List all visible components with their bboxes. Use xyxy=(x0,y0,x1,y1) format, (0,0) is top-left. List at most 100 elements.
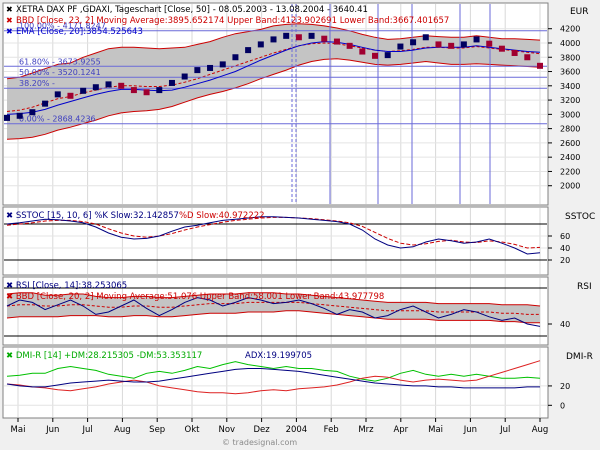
legend-cross-icon: ✖ xyxy=(6,16,13,25)
price-mark xyxy=(321,35,328,42)
price-mark xyxy=(29,109,36,116)
legend-cross-icon: ✖ xyxy=(6,5,13,14)
price-mark xyxy=(156,87,163,94)
price-mark xyxy=(283,32,290,39)
y-tick-label: 3800 xyxy=(560,53,580,62)
price-mark xyxy=(219,61,226,68)
price-mark xyxy=(80,87,87,94)
y-tick-label: 40 xyxy=(560,244,570,253)
price-mark xyxy=(4,114,10,121)
x-tick-label: Jun xyxy=(463,425,477,435)
x-tick-label: 2004 xyxy=(286,425,308,435)
legend-cross-icon: ✖ xyxy=(6,27,13,36)
unit-label-price: EUR xyxy=(570,7,589,17)
fib-label: 50.00% - 3520.1241 xyxy=(19,68,101,77)
y-tick-label: 2800 xyxy=(560,125,580,134)
legend-sstoc-line: ✖ SSTOC [15, 10, 6] %K Slow:32.142857 xyxy=(6,211,179,221)
y-tick-label: 2200 xyxy=(560,167,580,176)
price-mark xyxy=(346,42,353,49)
rsi-lower-band xyxy=(6,310,540,324)
adx-line xyxy=(6,368,540,389)
price-mark xyxy=(422,34,429,41)
price-mark xyxy=(194,67,201,74)
price-mark xyxy=(511,49,518,56)
sstoc-d-line xyxy=(6,216,541,249)
price-mark xyxy=(384,52,391,59)
legend-sstoc-line: %D Slow:40.972222 xyxy=(179,211,265,221)
price-mark xyxy=(270,36,277,43)
y-tick-label: 3200 xyxy=(560,96,580,105)
y-tick-label: 20 xyxy=(560,382,570,391)
price-mark xyxy=(460,41,467,48)
y-tick-label: 2600 xyxy=(560,139,580,148)
bollinger-band-fill xyxy=(7,23,540,140)
x-tick-label: Feb xyxy=(324,425,339,435)
panel-frame-4 xyxy=(2,346,549,419)
price-mark xyxy=(67,92,74,99)
legend-dmi-line: ✖ DMI-R [14] +DM:28.215305 -DM:53.353117 xyxy=(6,351,202,361)
y-tick-label: 2000 xyxy=(560,182,580,191)
y-tick-label: 60 xyxy=(560,232,570,241)
fib-label: 38.20% - xyxy=(19,79,55,88)
price-mark xyxy=(308,32,315,39)
watermark: © tradesignal.com xyxy=(222,438,297,447)
x-tick-label: Sep xyxy=(149,425,165,435)
price-mark xyxy=(257,41,264,48)
legend-main-line: XETRA DAX PF ,GDAXI, Tageschart [Close, … xyxy=(16,5,368,15)
unit-label-dmi: DMI-R xyxy=(566,352,593,362)
price-mark xyxy=(473,36,480,43)
price-mark xyxy=(54,91,61,98)
price-mark xyxy=(295,34,302,41)
price-mark xyxy=(130,87,137,94)
unit-label-rsi: RSI xyxy=(577,282,592,292)
price-mark xyxy=(105,81,112,88)
x-tick-label: Mrz xyxy=(358,425,374,435)
price-mark xyxy=(498,45,505,52)
price-mark xyxy=(181,73,188,80)
legend-rsi-line: ✖ RSI [Close, 14]:38.253065 xyxy=(6,281,127,291)
unit-label-sstoc: SSTOC xyxy=(565,212,595,222)
x-tick-label: Apr xyxy=(393,425,408,435)
price-mark xyxy=(245,47,252,54)
price-mark xyxy=(448,42,455,49)
upper-band-line xyxy=(6,23,541,80)
price-mark xyxy=(143,89,150,96)
rsi-line xyxy=(6,297,541,327)
rsi-moving-average xyxy=(6,301,540,315)
legend-main-line: BBD [Close, 23, 2] Moving Average:3895.6… xyxy=(16,16,449,26)
price-mark xyxy=(524,54,531,61)
dmi-plus-line xyxy=(6,361,541,382)
y-tick-label: 4000 xyxy=(560,39,580,48)
fib-label: 100.00% - 4171.8247 xyxy=(19,22,106,31)
legend-main-line: EMA [Close, 20]:3854.525643 xyxy=(16,27,143,37)
x-tick-label: Aug xyxy=(114,425,131,435)
x-tick-label: Nov xyxy=(219,425,236,435)
x-tick-label: Mai xyxy=(11,425,26,435)
y-tick-label: 3000 xyxy=(560,110,580,119)
y-tick-label: 20 xyxy=(560,256,570,265)
fib-label: 0.00% - 2868.4236 xyxy=(19,115,96,124)
y-tick-label: 40 xyxy=(560,320,570,329)
x-tick-label: Jun xyxy=(45,425,59,435)
y-tick-label: 2400 xyxy=(560,153,580,162)
price-mark xyxy=(207,64,214,71)
legend-rsi-line: ✖ BBD [Close, 20, 2] Moving Average:51.0… xyxy=(6,292,384,302)
fib-label: 61.80% - 3673.9255 xyxy=(19,57,101,66)
price-mark xyxy=(42,100,49,107)
dmi-minus-line xyxy=(6,360,541,395)
sstoc-k-line xyxy=(6,216,541,255)
price-mark xyxy=(16,112,23,119)
lower-band-line xyxy=(6,58,541,140)
price-mark xyxy=(537,62,543,69)
price-mark xyxy=(92,84,99,91)
price-mark xyxy=(232,54,239,61)
x-tick-label: Jul xyxy=(81,425,92,435)
y-tick-label: 3600 xyxy=(560,68,580,77)
price-mark xyxy=(435,41,442,48)
y-tick-label: 4200 xyxy=(560,25,580,34)
price-mark xyxy=(372,52,379,59)
price-mark xyxy=(168,79,175,86)
price-mark xyxy=(486,40,493,47)
price-mark xyxy=(397,43,404,50)
